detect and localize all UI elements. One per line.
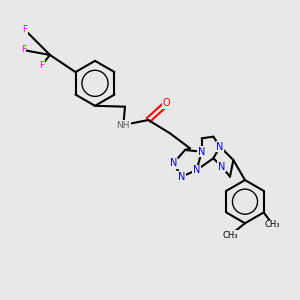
Text: N: N [178,172,185,182]
Text: N: N [216,142,224,152]
Text: NH: NH [117,121,130,130]
Text: N: N [218,162,225,172]
Text: CH₃: CH₃ [222,231,238,240]
Text: F: F [22,26,28,34]
Text: O: O [163,98,170,108]
Text: N: N [169,158,177,168]
Text: F: F [21,46,26,55]
Text: N: N [198,147,206,157]
Text: CH₃: CH₃ [266,220,280,229]
Text: CH₃: CH₃ [223,231,237,240]
Text: N: N [193,165,200,175]
Text: F: F [39,61,44,70]
Text: CH₃: CH₃ [265,220,280,229]
